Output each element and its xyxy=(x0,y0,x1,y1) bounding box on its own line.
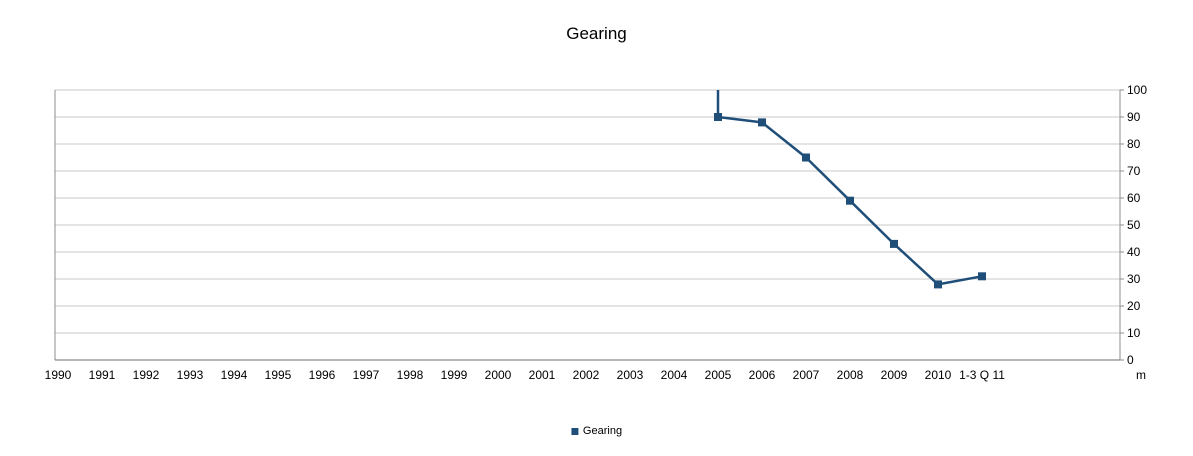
x-axis-label: 1-3 Q 11 xyxy=(959,368,1005,382)
y-axis-label: 60 xyxy=(1127,191,1141,205)
x-axis-label: 1995 xyxy=(265,368,292,382)
legend: Gearing xyxy=(570,425,623,437)
y-axis-label: 40 xyxy=(1127,245,1141,259)
x-axis-label: 2009 xyxy=(881,368,908,382)
series-point-marker xyxy=(934,280,942,289)
x-axis-label: 1998 xyxy=(397,368,424,382)
x-axis-label: 2006 xyxy=(749,368,776,382)
y-axis-label: 20 xyxy=(1127,299,1141,313)
y-axis-label: 0 xyxy=(1127,353,1134,367)
y-axis-label: 70 xyxy=(1127,164,1141,178)
x-axis-label: 1992 xyxy=(133,368,160,382)
x-axis-label: 1994 xyxy=(221,368,248,382)
x-axis-label: 2001 xyxy=(529,368,556,382)
chart-title: Gearing xyxy=(566,24,627,43)
series-point-marker xyxy=(758,118,766,127)
y-axis-label: 10 xyxy=(1127,326,1141,340)
series-point-marker xyxy=(978,272,986,281)
x-axis-label: 2003 xyxy=(617,368,644,382)
x-axis-label: 2005 xyxy=(705,368,732,382)
x-axis-label: 2007 xyxy=(793,368,820,382)
x-axis-label: 1991 xyxy=(89,368,116,382)
x-axis-label: 2008 xyxy=(837,368,864,382)
legend-label: Gearing xyxy=(582,425,623,437)
x-axis-label: 1996 xyxy=(309,368,336,382)
y-axis-label: 50 xyxy=(1127,218,1141,232)
y-axis-label: 90 xyxy=(1127,110,1141,124)
x-axis-label: 2010 xyxy=(925,368,952,382)
x-axis-label: 1999 xyxy=(441,368,468,382)
x-axis-label: 2000 xyxy=(485,368,512,382)
x-axis-label: 2004 xyxy=(661,368,688,382)
x-axis-unit-label: m xyxy=(1136,368,1146,382)
series-point-marker xyxy=(890,239,898,248)
y-axis-label: 80 xyxy=(1127,137,1141,151)
x-axis-label: 1993 xyxy=(177,368,204,382)
x-axis-label: 1990 xyxy=(45,368,72,382)
y-axis-label: 100 xyxy=(1127,83,1147,97)
series-point-marker xyxy=(714,113,722,121)
series-point-marker xyxy=(802,153,810,162)
x-axis-label: 1997 xyxy=(353,368,380,382)
series-point-marker xyxy=(846,196,854,205)
x-axis-label: 2002 xyxy=(573,368,600,382)
y-axis-label: 30 xyxy=(1127,272,1141,286)
legend-marker-icon xyxy=(570,427,578,435)
